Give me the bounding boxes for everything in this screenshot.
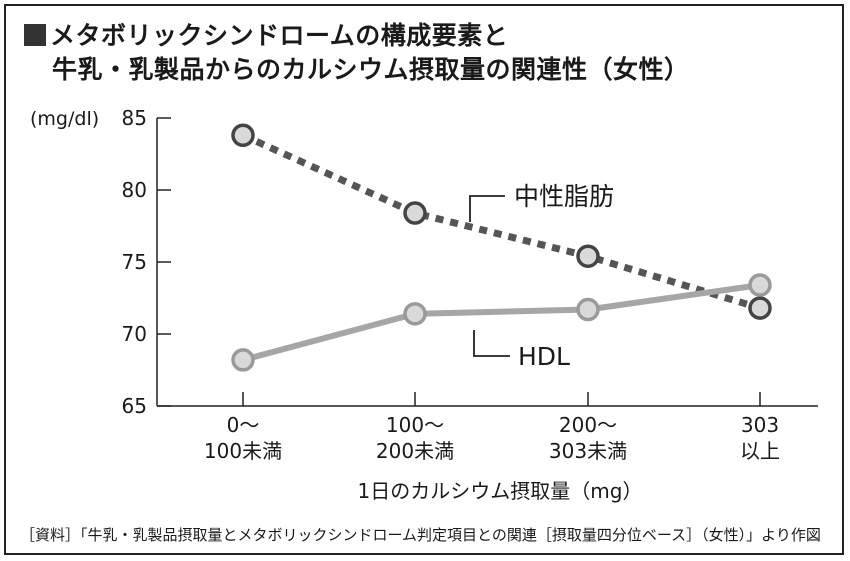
y-tick-label: 80 (122, 178, 147, 202)
x-tick-label: 0〜 (227, 413, 260, 437)
series-label-triglyceride: 中性脂肪 (514, 182, 614, 211)
x-tick-label: 以上 (740, 439, 780, 463)
chart-frame: メタボリックシンドロームの構成要素と 牛乳・乳製品からのカルシウム摂取量の関連性… (4, 4, 844, 555)
data-point-hdl (576, 297, 600, 322)
x-tick-label: 200未満 (376, 439, 454, 463)
data-point-hdl (748, 273, 772, 297)
data-point-triglyceride (748, 296, 772, 320)
data-point-hdl (403, 302, 427, 326)
data-point-hdl (231, 348, 255, 372)
y-tick-label: 70 (122, 322, 147, 346)
legend-leader-hdl (473, 330, 510, 357)
y-tick-label: 85 (122, 106, 147, 130)
title-text-1: メタボリックシンドロームの構成要素と (50, 21, 509, 50)
data-point-triglyceride (403, 201, 427, 225)
x-tick-label: 100未満 (204, 439, 282, 463)
legend-leader-triglyceride (469, 195, 505, 222)
title-text-2: 牛乳・乳製品からのカルシウム摂取量の関連性（女性） (52, 55, 690, 84)
data-point-triglyceride (231, 123, 255, 148)
x-tick-label: 200〜 (559, 413, 617, 437)
source-note: ［資料］「牛乳・乳製品摂取量とメタボリックシンドローム判定項目との関連［摂取量四… (20, 526, 821, 544)
square-bullet-icon (24, 24, 46, 46)
x-tick-label: 100〜 (386, 413, 444, 437)
series-line-hdl (242, 282, 761, 363)
x-axis-label: 1日のカルシウム摂取量（mg） (358, 479, 643, 503)
y-axis-unit-label: (mg/dl) (30, 108, 99, 130)
chart-title-line2: 牛乳・乳製品からのカルシウム摂取量の関連性（女性） (52, 50, 690, 86)
y-tick-label: 65 (122, 394, 147, 418)
x-tick-label: 303未満 (549, 439, 627, 463)
chart-title-line1: メタボリックシンドロームの構成要素と (24, 16, 508, 52)
series-label-hdl: HDL (518, 342, 570, 371)
y-tick-label: 75 (122, 250, 147, 274)
data-point-triglyceride (576, 244, 600, 268)
series-line-triglyceride (241, 132, 762, 312)
x-tick-label: 303 (741, 413, 779, 437)
